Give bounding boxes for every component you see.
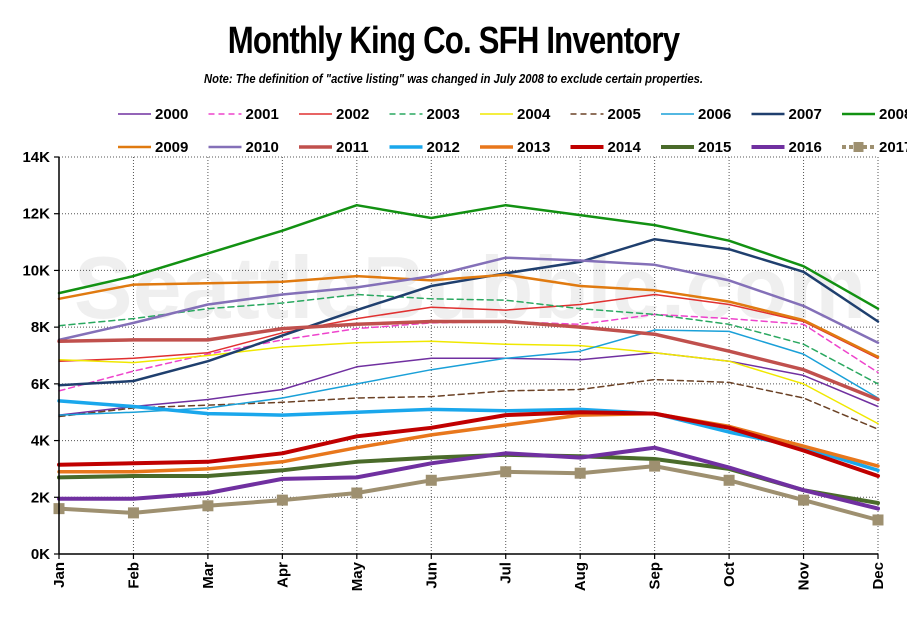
- series-marker-2017: [276, 494, 288, 506]
- legend-label: 2004: [517, 106, 551, 123]
- legend-item-2014: 2014: [570, 139, 642, 156]
- y-tick-label: 4K: [31, 433, 50, 450]
- series-line-2014: [57, 410, 880, 478]
- legend-layer: 2000 2001 2002 2003 2004 2005 2006 2007 2008 2009…: [118, 106, 907, 156]
- axis-layer: 0K 2K 4K 6K 8K 10K 12K 14K Jan Feb Mar Apr May Jun Jul…: [22, 149, 887, 591]
- legend-item-2000: 2000: [118, 106, 188, 123]
- x-tick-label: Jan: [51, 562, 68, 588]
- legend-item-2005: 2005: [570, 106, 641, 123]
- series-line-2007: [57, 237, 880, 387]
- y-tick-label: 2K: [31, 489, 50, 506]
- x-tick-label: Dec: [870, 562, 887, 590]
- series-marker-2017: [202, 500, 214, 512]
- legend-item-2016: 2016: [751, 139, 822, 156]
- series-marker-2017: [500, 466, 512, 478]
- series-line-2005: [58, 378, 879, 430]
- legend-label: 2006: [698, 106, 731, 123]
- y-tick-label: 6K: [31, 376, 50, 393]
- legend-label: 2008: [879, 106, 907, 123]
- legend-label: 2001: [246, 106, 279, 123]
- x-tick-label: Apr: [274, 562, 291, 588]
- series-marker-2017: [351, 487, 363, 499]
- legend-item-2002: 2002: [299, 106, 369, 123]
- legend-item-2006: 2006: [661, 106, 731, 123]
- legend-item-2010: 2010: [208, 139, 279, 156]
- series-line-2011: [57, 319, 880, 402]
- series-line-2016: [57, 445, 880, 511]
- series-marker-2017: [574, 467, 586, 479]
- legend-item-2017: 2017: [842, 139, 907, 156]
- legend-label: 2003: [427, 106, 460, 123]
- legend-item-2009: 2009: [118, 139, 188, 156]
- x-tick-label: Jun: [423, 562, 440, 589]
- x-tick-label: Nov: [796, 561, 813, 590]
- legend-label: 2017: [879, 139, 907, 156]
- legend-label: 2011: [336, 139, 369, 156]
- y-tick-label: 10K: [22, 262, 50, 279]
- x-tick-label: Feb: [125, 562, 142, 589]
- legend-label: 2007: [789, 106, 822, 123]
- x-tick-label: Sep: [647, 562, 664, 590]
- series-line-2009: [57, 273, 880, 359]
- legend-label: 2005: [608, 106, 641, 123]
- legend-item-2007: 2007: [751, 106, 822, 123]
- legend-item-2011: 2011: [299, 139, 369, 156]
- legend-label: 2015: [698, 139, 731, 156]
- legend-label: 2009: [155, 139, 188, 156]
- x-tick-label: May: [349, 561, 366, 591]
- series-line-2002: [58, 293, 879, 362]
- chart-subtitle-note: Note: The definition of "active listing"…: [204, 71, 703, 86]
- y-tick-label: 8K: [31, 319, 50, 336]
- legend-label: 2013: [517, 139, 550, 156]
- y-tick-label: 0K: [31, 546, 50, 563]
- series-line-2012: [57, 399, 880, 473]
- series-marker-2017: [798, 494, 810, 506]
- x-tick-label: Aug: [572, 562, 589, 591]
- series-marker-2017: [649, 460, 661, 472]
- chart-title: Monthly King Co. SFH Inventory: [227, 20, 680, 62]
- series-marker-2017: [127, 507, 139, 519]
- series-marker-2017: [723, 474, 735, 486]
- series-line-2003: [58, 293, 879, 385]
- series-line-2008: [57, 203, 880, 310]
- legend-item-2013: 2013: [480, 139, 550, 156]
- series-marker-2017: [425, 474, 437, 486]
- y-tick-label: 14K: [22, 149, 50, 166]
- series-line-2017: [57, 464, 880, 522]
- series-marker-2017: [872, 514, 884, 526]
- legend-item-2012: 2012: [389, 139, 460, 156]
- series-line-2010: [57, 256, 880, 344]
- legend-label: 2002: [336, 106, 369, 123]
- legend-item-2004: 2004: [480, 106, 551, 123]
- legend-item-2001: 2001: [208, 106, 279, 123]
- legend-item-2015: 2015: [661, 139, 731, 156]
- legend-swatch-marker: [853, 142, 864, 152]
- series-line-2000: [58, 351, 879, 416]
- x-tick-label: Jul: [498, 562, 515, 584]
- legend-item-2003: 2003: [389, 106, 460, 123]
- x-tick-label: Oct: [721, 562, 738, 587]
- legend-label: 2012: [427, 139, 460, 156]
- legend-label: 2014: [608, 139, 642, 156]
- grid-layer: [59, 156, 879, 554]
- legend-label: 2016: [789, 139, 822, 156]
- legend-label: 2000: [155, 106, 188, 123]
- series-line-2004: [58, 340, 879, 425]
- series-line-2006: [58, 329, 879, 416]
- x-tick-label: Mar: [200, 562, 217, 589]
- y-tick-label: 12K: [22, 206, 50, 223]
- legend-label: 2010: [246, 139, 279, 156]
- series-layer: [53, 203, 884, 526]
- legend-item-2008: 2008: [842, 106, 907, 123]
